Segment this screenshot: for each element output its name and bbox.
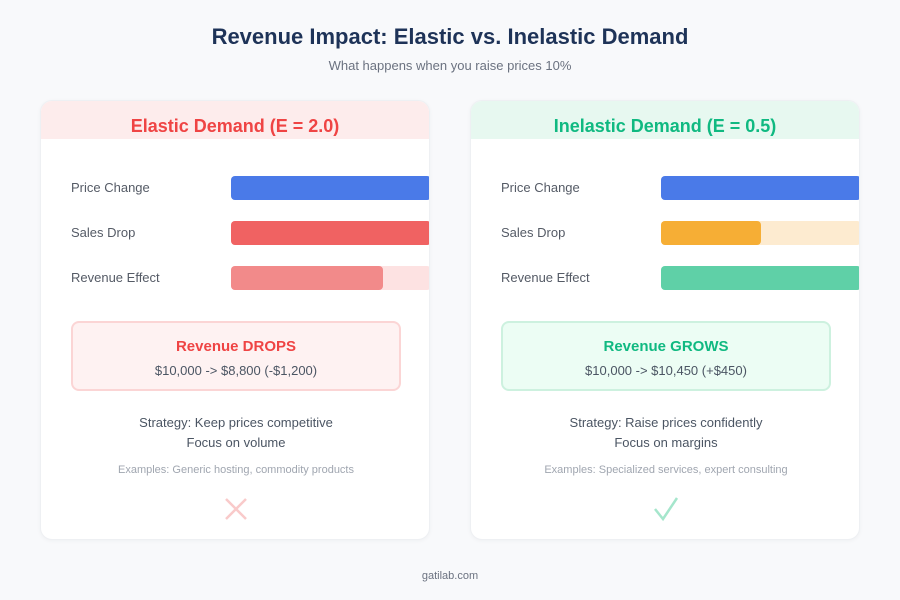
bar-fill (661, 266, 859, 290)
strategy-text: Strategy: Raise prices confidently Focus … (471, 413, 859, 453)
bar-track (231, 221, 429, 245)
bar-row: Revenue Effect -12% (71, 266, 429, 290)
examples-text: Examples: Specialized services, expert c… (544, 464, 788, 476)
result-box: Revenue DROPS $10,000 -> $8,800 (-$1,200… (71, 321, 401, 391)
bar-row: Price Change +10% (501, 176, 859, 200)
bar-fill (661, 221, 761, 245)
bar-label: Sales Drop (501, 225, 566, 240)
bar-fill (231, 221, 429, 245)
bar-row: Price Change +10% (71, 176, 429, 200)
page-subtitle: What happens when you raise prices 10% (328, 58, 572, 73)
x-icon (225, 498, 247, 520)
examples-text: Examples: Generic hosting, commodity pro… (118, 464, 354, 476)
bar-row: Sales Drop -5% (501, 221, 859, 245)
bar-row: Revenue Effect +4.5% (501, 266, 859, 290)
bar-label: Price Change (71, 180, 150, 195)
inelastic-card: Inelastic Demand (E = 0.5) Price Change … (470, 100, 860, 540)
bar-track (231, 176, 429, 200)
strategy-text: Strategy: Keep prices competitive Focus o… (41, 413, 429, 453)
bar-label: Revenue Effect (501, 270, 590, 285)
card-title: Elastic Demand (E = 2.0) (41, 101, 429, 139)
bar-track (661, 221, 859, 245)
bar-track (661, 266, 859, 290)
strategy-line: Strategy: Keep prices competitive (139, 415, 333, 430)
elastic-card: Elastic Demand (E = 2.0) Price Change +1… (40, 100, 430, 540)
strategy-line: Strategy: Raise prices confidently (569, 415, 763, 430)
page-title: Revenue Impact: Elastic vs. Inelastic De… (211, 24, 689, 49)
bar-label: Revenue Effect (71, 270, 160, 285)
result-detail: $10,000 -> $10,450 (+$450) (585, 363, 747, 378)
result-title: Revenue GROWS (603, 338, 729, 355)
result-title: Revenue DROPS (175, 338, 297, 355)
focus-line: Focus on margins (614, 435, 718, 450)
footer-credit: gatilab.com (421, 570, 479, 582)
card-title: Inelastic Demand (E = 0.5) (471, 101, 859, 139)
result-box: Revenue GROWS $10,000 -> $10,450 (+$450) (501, 321, 831, 391)
bar-fill (231, 266, 383, 290)
bar-fill (661, 176, 859, 200)
bar-row: Sales Drop -20% (71, 221, 429, 245)
bar-track (231, 266, 429, 290)
check-icon (654, 497, 679, 522)
bar-fill (231, 176, 429, 200)
focus-line: Focus on volume (186, 435, 286, 450)
bar-track (661, 176, 859, 200)
bar-label: Price Change (501, 180, 580, 195)
bar-label: Sales Drop (71, 225, 136, 240)
result-detail: $10,000 -> $8,800 (-$1,200) (154, 363, 318, 378)
